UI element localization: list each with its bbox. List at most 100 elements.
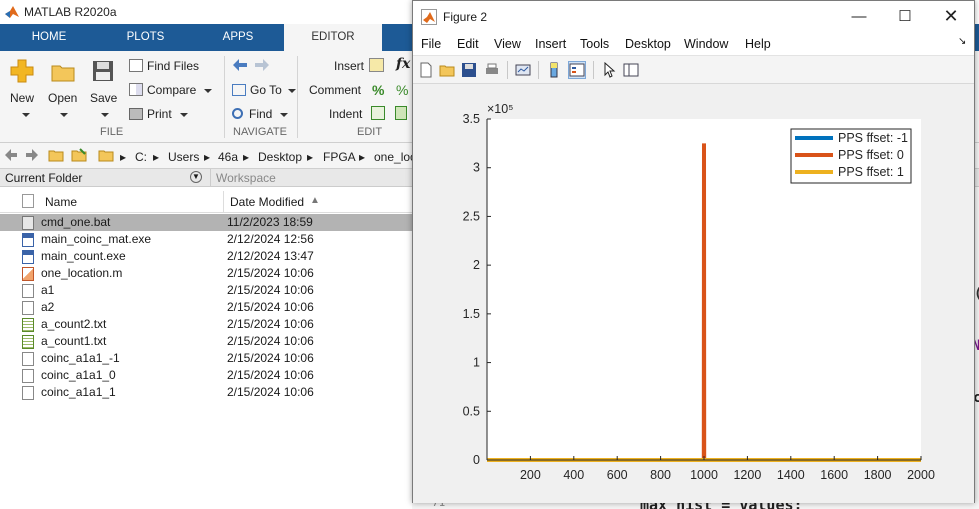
chevron-down-icon[interactable]	[56, 107, 68, 121]
column-date-modified[interactable]: Date Modified	[230, 195, 305, 209]
column-divider[interactable]	[223, 191, 224, 213]
uncomment-icon[interactable]: %	[396, 82, 409, 98]
menu-tools[interactable]: Tools	[580, 37, 610, 51]
comment-button[interactable]: Comment	[309, 83, 361, 97]
y-tick-label: 3.5	[463, 112, 480, 126]
forward-arrow-icon[interactable]	[25, 148, 39, 165]
file-row[interactable]: main_coinc_mat.exe 2/12/2024 12:56	[0, 231, 412, 248]
chevron-down-icon[interactable]	[287, 88, 296, 93]
indent-icon[interactable]	[371, 106, 385, 123]
back-arrow-icon[interactable]	[4, 148, 18, 165]
breadcrumb-fpga[interactable]: FPGA	[323, 150, 356, 164]
link-plot-icon[interactable]	[515, 62, 531, 78]
go-to-button[interactable]: Go To	[232, 83, 296, 97]
menu-edit[interactable]: Edit	[457, 37, 479, 51]
breadcrumb-separator: ▸	[120, 150, 127, 164]
property-inspector-icon[interactable]	[623, 62, 639, 78]
menu-window[interactable]: Window	[684, 37, 729, 51]
current-folder-title: Current Folder	[5, 171, 83, 185]
figure-title-bar: Figure 2 — ☐ ✕	[413, 1, 974, 32]
breadcrumb-users[interactable]: Users	[168, 150, 200, 164]
maximize-icon[interactable]: ☐	[898, 8, 912, 25]
close-icon[interactable]: ✕	[943, 6, 959, 26]
file-row[interactable]: one_location.m 2/15/2024 10:06	[0, 265, 412, 282]
pointer-arrow-icon[interactable]	[601, 62, 617, 78]
print-figure-icon[interactable]	[484, 62, 500, 78]
exe-file-icon	[22, 233, 34, 247]
legend-entry-label: PPS ffset: -1	[838, 131, 908, 145]
current-folder-file-list: Name Date Modified ▲ cmd_one.bat 11/2/202…	[0, 187, 412, 509]
save-figure-icon[interactable]	[461, 62, 477, 78]
open-button[interactable]	[50, 60, 76, 87]
menu-view[interactable]: View	[494, 37, 521, 51]
breadcrumb-desktop[interactable]: Desktop	[258, 150, 303, 164]
menu-insert[interactable]: Insert	[535, 37, 567, 51]
back-arrow-icon[interactable]	[232, 58, 248, 75]
breadcrumb-one-location[interactable]: one_loc	[374, 150, 417, 164]
menu-help[interactable]: Help	[745, 37, 771, 51]
file-date-modified: 2/15/2024 10:06	[227, 385, 314, 399]
print-button[interactable]: Print	[129, 107, 188, 121]
column-name[interactable]: Name	[45, 195, 78, 209]
file-row[interactable]: main_count.exe 2/12/2024 13:47	[0, 248, 412, 265]
smart-indent-icon[interactable]	[395, 106, 407, 123]
legend[interactable]: PPS ffset: -1 PPS ffset: 0 PPS ffset: 1	[790, 128, 912, 184]
menu-desktop[interactable]: Desktop	[625, 37, 671, 51]
function-fx-icon[interactable]: fx	[396, 56, 411, 72]
toolbar-separator	[593, 61, 594, 79]
minimize-icon[interactable]: —	[851, 8, 867, 25]
compare-button[interactable]: Compare	[129, 83, 213, 97]
exe-file-icon	[22, 250, 34, 264]
legend-entry-label: PPS ffset: 0	[838, 148, 904, 162]
menu-file[interactable]: File	[421, 37, 442, 51]
file-row[interactable]: a_count2.txt 2/15/2024 10:06	[0, 316, 412, 333]
file-row[interactable]: coinc_a1a1_1 2/15/2024 10:06	[0, 384, 412, 401]
floppy-disk-icon	[93, 61, 113, 81]
file-row[interactable]: a1 2/15/2024 10:06	[0, 282, 412, 299]
batch-file-icon	[22, 216, 34, 230]
tick-layer: 200 400 600 800 1000 1200 1400 1600 1800 2000 0 0.5…	[463, 112, 935, 482]
breadcrumb-c-drive[interactable]: C:	[135, 150, 147, 164]
tab-home[interactable]: HOME	[31, 31, 67, 43]
find-files-button[interactable]: Find Files	[129, 59, 199, 73]
chevron-down-icon[interactable]	[179, 112, 188, 117]
chevron-down-icon[interactable]	[204, 88, 213, 93]
insert-legend-icon[interactable]	[568, 61, 586, 79]
dock-arrow-icon[interactable]: ↘	[958, 36, 967, 47]
indent-button[interactable]: Indent	[329, 107, 362, 121]
new-button[interactable]	[9, 58, 35, 87]
editor-fragment: c	[973, 390, 979, 406]
editor-fragment: N	[972, 338, 979, 354]
insert-button[interactable]: Insert	[334, 59, 364, 73]
open-file-icon[interactable]	[439, 62, 455, 78]
chevron-down-icon[interactable]	[97, 107, 109, 121]
figure-menu-bar: File Edit View Insert Tools Desktop Wind…	[413, 32, 974, 56]
plot-axes[interactable]: 200 400 600 800 1000 1200 1400 1600 1800 2000 0 0.5…	[413, 85, 974, 503]
insert-section-icon[interactable]	[369, 58, 384, 75]
ribbon-separator	[224, 56, 225, 138]
file-icon	[22, 352, 34, 366]
tab-plots[interactable]: PLOTS	[126, 31, 165, 43]
breadcrumb-46a[interactable]: 46a	[218, 150, 239, 164]
tab-apps[interactable]: APPS	[222, 31, 254, 43]
new-figure-icon[interactable]	[418, 62, 434, 78]
forward-arrow-icon[interactable]	[254, 58, 270, 75]
chevron-down-icon[interactable]	[280, 112, 289, 117]
up-folder-icon[interactable]	[48, 148, 64, 165]
chevron-down-icon[interactable]	[18, 107, 30, 121]
panel-actions-icon[interactable]: ▼	[190, 171, 202, 183]
browse-folder-icon[interactable]	[71, 148, 87, 165]
tab-editor[interactable]: EDITOR	[284, 24, 382, 51]
find-label: Find	[249, 107, 273, 121]
insert-colorbar-icon[interactable]	[546, 62, 562, 78]
percent-comment-icon[interactable]: %	[372, 82, 385, 98]
file-row[interactable]: cmd_one.bat 11/2/2023 18:59	[0, 214, 412, 231]
file-row[interactable]: a2 2/15/2024 10:06	[0, 299, 412, 316]
file-row[interactable]: coinc_a1a1_-1 2/15/2024 10:06	[0, 350, 412, 367]
go-to-label: Go To	[250, 83, 282, 97]
find-button[interactable]: Find	[232, 107, 289, 121]
file-row[interactable]: coinc_a1a1_0 2/15/2024 10:06	[0, 367, 412, 384]
navigate-group-label: NAVIGATE	[233, 126, 287, 138]
save-button[interactable]	[91, 58, 115, 87]
file-row[interactable]: a_count1.txt 2/15/2024 10:06	[0, 333, 412, 350]
